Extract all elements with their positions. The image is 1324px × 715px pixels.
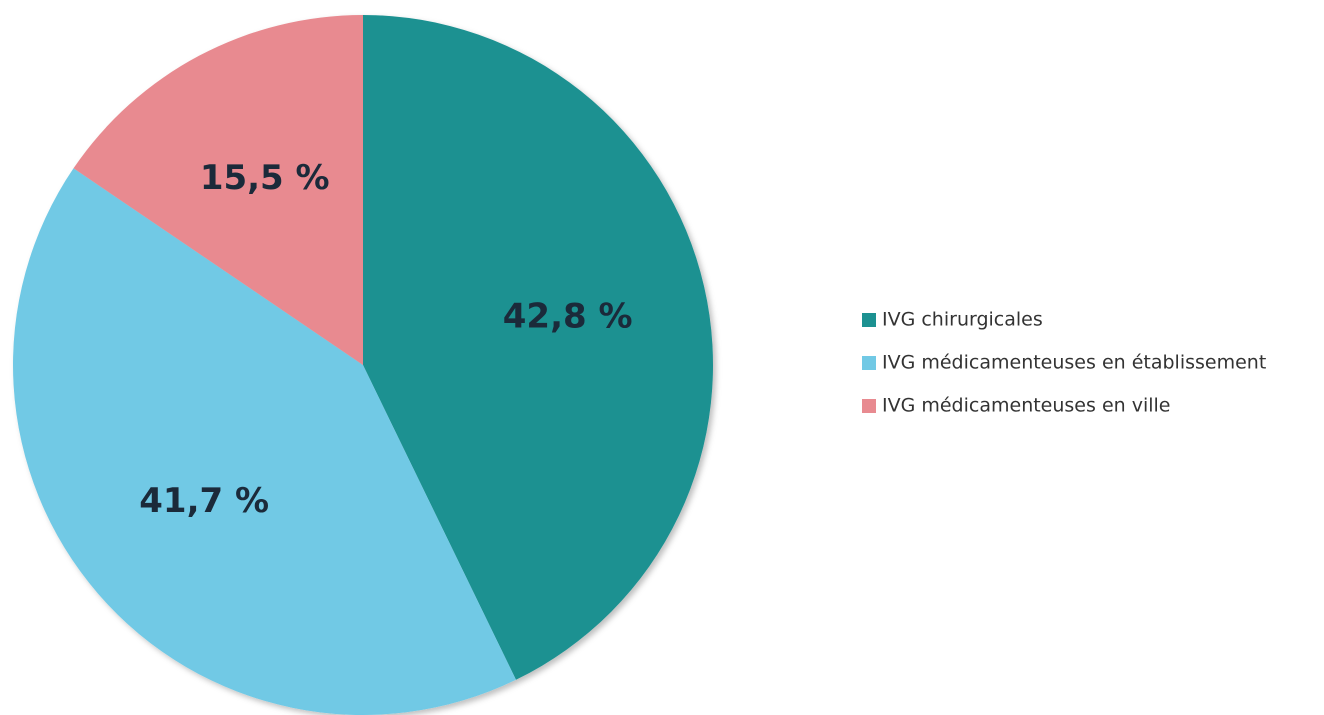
legend-label: IVG chirurgicales: [882, 309, 1043, 331]
data-label: 41,7 %: [139, 481, 269, 521]
pie-slice: [12, 168, 516, 715]
labels: 42,8 % 41,7 % 15,5 %: [139, 158, 632, 521]
legend-label: IVG médicamenteuses en établissement: [882, 352, 1266, 374]
data-label: 15,5 %: [200, 158, 330, 198]
pie-slice: [73, 15, 364, 365]
pie: [12, 15, 713, 715]
legend-swatch: [862, 399, 876, 413]
legend: IVG chirurgicales IVG médicamenteuses en …: [862, 309, 1266, 417]
data-label: 42,8 %: [503, 296, 633, 336]
legend-swatch: [862, 356, 876, 370]
pie-slice: [363, 15, 713, 680]
legend-swatch: [862, 313, 876, 327]
legend-label: IVG médicamenteuses en ville: [882, 395, 1170, 417]
